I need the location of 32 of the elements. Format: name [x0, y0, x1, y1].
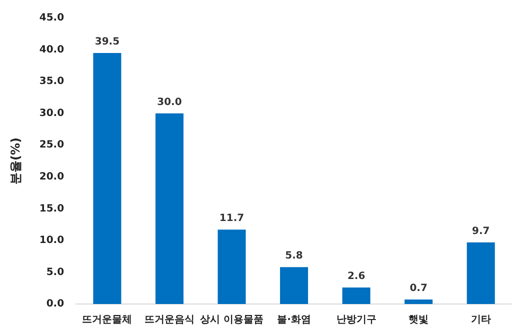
y-tick-label: 20.0	[39, 171, 64, 182]
data-label: 30.0	[157, 96, 182, 108]
bar	[342, 287, 370, 304]
x-tick-label: 불·화염	[277, 314, 311, 326]
x-tick-label: 기타	[470, 314, 491, 326]
y-tick-label: 0.0	[46, 298, 64, 310]
bar	[280, 267, 308, 304]
y-tick-label: 40.0	[39, 44, 64, 56]
data-label: 2.6	[347, 271, 366, 282]
y-tick-label: 15.0	[39, 203, 64, 214]
y-tick-label: 10.0	[39, 235, 64, 246]
bar	[466, 242, 495, 304]
x-tick-label: 상시 이용물품	[200, 314, 264, 326]
data-label: 11.7	[219, 213, 244, 224]
x-tick-label: 뜨거운음식	[144, 314, 194, 326]
x-tick-label: 햇빛	[408, 314, 429, 326]
bar	[218, 230, 246, 304]
y-tick-label: 35.0	[39, 76, 64, 88]
bar	[93, 52, 122, 304]
y-tick-label: 45.0	[39, 12, 64, 24]
x-tick-label: 뜨거운물체	[82, 314, 132, 326]
data-label: 39.5	[94, 36, 120, 48]
data-label: 5.8	[285, 250, 303, 262]
y-axis-title: 분율(%)	[8, 138, 22, 184]
data-label: 0.7	[410, 283, 428, 294]
y-tick-label: 30.0	[39, 108, 64, 119]
y-tick-label: 5.0	[46, 266, 64, 278]
x-tick-label: 난방기구	[336, 314, 376, 326]
data-label: 9.7	[472, 226, 490, 237]
bar	[155, 113, 184, 304]
bar	[404, 300, 433, 304]
y-tick-label: 25.0	[39, 140, 64, 151]
